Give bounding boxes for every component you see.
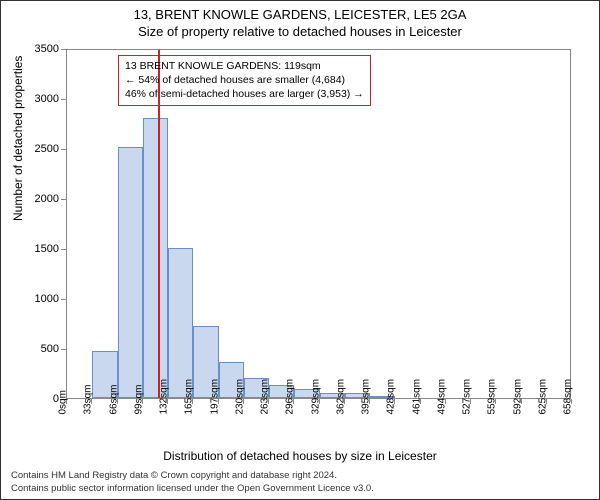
histogram-bar	[143, 118, 168, 398]
y-tick-mark	[61, 299, 66, 300]
annotation-line-2: ← 54% of detached houses are smaller (4,…	[125, 73, 364, 87]
y-tick-label: 500	[4, 343, 59, 355]
y-tick-label: 1500	[4, 243, 59, 255]
footer-line-2: Contains public sector information licen…	[11, 483, 374, 495]
annotation-box: 13 BRENT KNOWLE GARDENS: 119sqm ← 54% of…	[118, 55, 371, 106]
chart-title-main: 13, BRENT KNOWLE GARDENS, LEICESTER, LE5…	[1, 7, 599, 22]
y-tick-label: 3000	[4, 93, 59, 105]
y-tick-label: 2000	[4, 193, 59, 205]
y-tick-label: 3500	[4, 43, 59, 55]
histogram-bar	[168, 248, 193, 398]
y-tick-label: 1000	[4, 293, 59, 305]
y-tick-label: 0	[4, 393, 59, 405]
annotation-line-3: 46% of semi-detached houses are larger (…	[125, 87, 364, 101]
y-tick-label: 2500	[4, 143, 59, 155]
footer-line-1: Contains HM Land Registry data © Crown c…	[11, 470, 374, 482]
y-tick-mark	[61, 199, 66, 200]
x-axis-label: Distribution of detached houses by size …	[1, 449, 599, 463]
y-tick-mark	[61, 249, 66, 250]
y-tick-mark	[61, 349, 66, 350]
y-tick-mark	[61, 99, 66, 100]
y-tick-mark	[61, 149, 66, 150]
footer-attribution: Contains HM Land Registry data © Crown c…	[11, 470, 374, 495]
chart-container: 13, BRENT KNOWLE GARDENS, LEICESTER, LE5…	[0, 0, 600, 500]
plot-area: 13 BRENT KNOWLE GARDENS: 119sqm ← 54% of…	[66, 49, 571, 399]
y-tick-mark	[61, 49, 66, 50]
chart-title-sub: Size of property relative to detached ho…	[1, 24, 599, 39]
annotation-line-1: 13 BRENT KNOWLE GARDENS: 119sqm	[125, 59, 364, 73]
histogram-bar	[118, 147, 143, 398]
